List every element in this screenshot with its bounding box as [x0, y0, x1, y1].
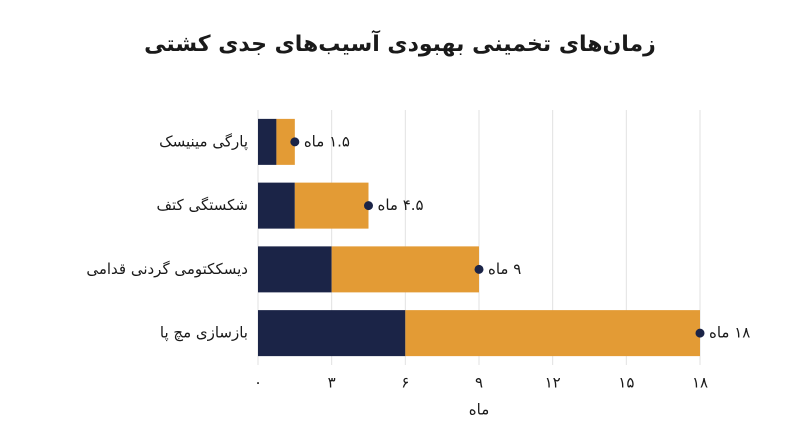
x-tick-label: ۱۸: [692, 374, 708, 392]
bar-segment: [294, 182, 369, 229]
bar-segment: [258, 246, 332, 293]
x-tick-label: ۳: [328, 374, 336, 392]
y-tick-label: شکستگی کتف: [156, 196, 248, 214]
x-tick-label: ۰: [254, 374, 262, 392]
total-marker: [695, 328, 705, 338]
y-tick-label: پارگی مینیسک: [159, 132, 248, 151]
x-axis-label: ماه: [469, 401, 489, 419]
y-tick-label: بازسازی مچ پا: [160, 324, 248, 343]
value-label: ۱.۵ ماه: [304, 132, 350, 150]
x-tick-label: ۱۲: [545, 374, 561, 392]
value-label: ۹ ماه: [488, 260, 521, 278]
value-label: ۴.۵ ماه: [378, 196, 424, 214]
x-tick-label: ۹: [475, 374, 483, 392]
bar-segment: [276, 118, 295, 165]
bar-segment: [258, 310, 406, 357]
bar-segment: [331, 246, 479, 293]
total-marker: [290, 137, 300, 147]
bar-segment: [405, 310, 700, 357]
chart-title: زمان‌های تخمینی بهبودی آسیب‌های جدی کشتی: [144, 29, 656, 57]
value-label: ۱۸ ماه: [709, 324, 750, 342]
x-tick-label: ۱۵: [618, 374, 634, 392]
bar-segment: [258, 118, 277, 165]
y-tick-label: دیسککتومی گردنی قدامی: [86, 260, 248, 278]
total-marker: [474, 264, 484, 274]
bar-segment: [258, 182, 295, 229]
x-tick-label: ۶: [401, 374, 409, 392]
total-marker: [364, 201, 373, 211]
